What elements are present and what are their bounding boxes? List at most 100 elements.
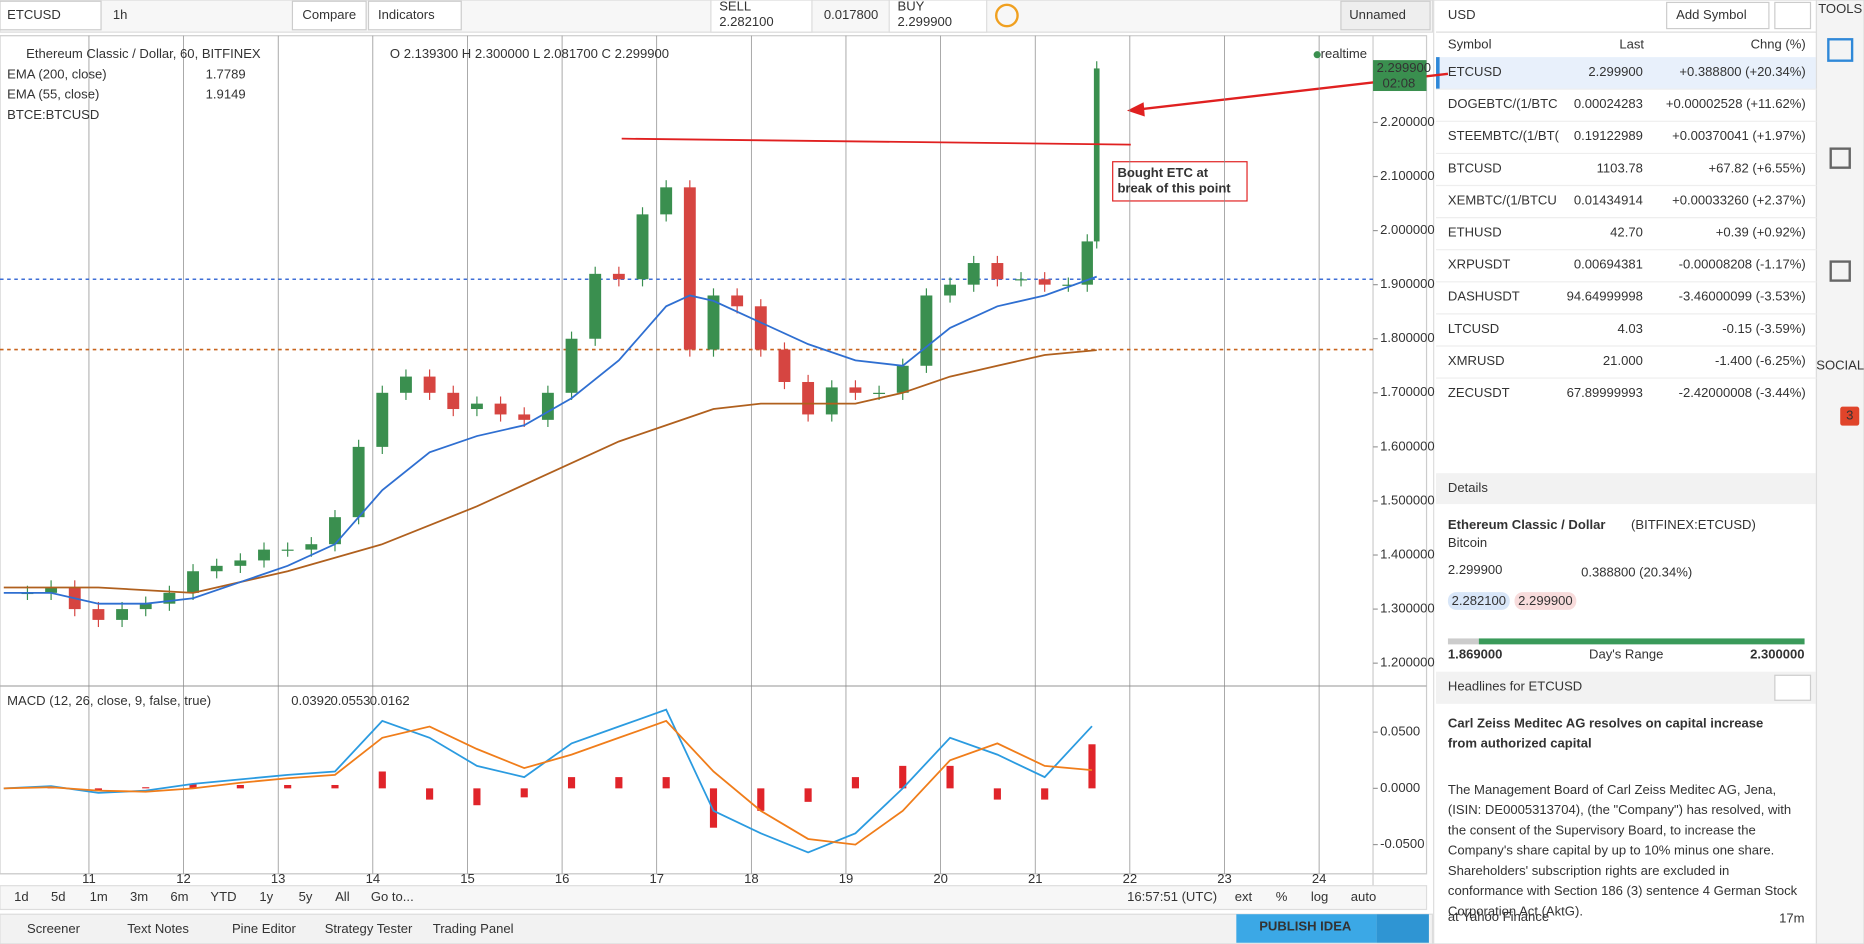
layout-box[interactable] [1340,0,1431,31]
bottom-tab[interactable]: Text Notes [127,921,189,936]
publish-label[interactable]: PUBLISH IDEA [1259,919,1352,934]
range-button[interactable]: 5d [51,889,66,904]
details-header [1436,473,1817,505]
candle-body [849,387,862,393]
annotation: break of this point [1117,181,1231,196]
badge-count: 3 [1846,408,1853,423]
x-tick-label: 15 [460,871,475,886]
candle-body [1081,241,1093,285]
y-tick-label: 1.200000 [1380,655,1434,670]
symbol-cell: ETHUSD [1448,225,1502,240]
axis-option[interactable]: log [1311,889,1328,904]
bottom-bar [0,913,1434,944]
last-cell: 67.89999993 [1567,385,1643,400]
details-title: Ethereum Classic / Dollar [1448,517,1606,532]
x-tick-label: 12 [176,871,191,886]
change-cell: -0.00008208 (-1.17%) [1679,257,1806,272]
compare-button[interactable] [291,0,367,31]
y-tick-label: 2.000000 [1380,222,1434,237]
headline-title[interactable]: Carl Zeiss Meditec AG resolves on capita… [1448,715,1763,730]
headline-title[interactable]: from authorized capital [1448,736,1592,751]
range-button[interactable]: Go to... [371,889,414,904]
last-cell: 4.03 [1617,321,1642,336]
candle-body [210,565,223,572]
range-bar [1478,638,1805,645]
sidebar-label: SOCIAL [1816,358,1864,373]
range-button[interactable]: 1y [259,889,273,904]
bottom-tab[interactable]: Trading Panel [433,921,514,936]
headlines-menu[interactable] [1774,674,1812,701]
histogram-bar [899,765,907,789]
column-header: Symbol [1448,37,1492,52]
headlines-header [1436,671,1817,704]
candle-body [305,544,318,550]
line [3,275,1098,605]
last-cell: 0.00694381 [1574,257,1643,272]
candle-body [139,603,152,610]
details-bid: 2.282100 [1452,593,1506,608]
candle-body [873,392,886,394]
publish-button[interactable] [1236,914,1377,943]
calendar-icon[interactable] [1829,260,1851,282]
candle-body [991,263,1004,280]
axis-option[interactable]: % [1276,889,1288,904]
range-button[interactable]: 1d [14,889,29,904]
y-tick-label: 0.0000 [1380,780,1420,795]
column-header: Chng (%) [1751,37,1806,52]
headline-body: (ISIN: DE0005313704), (the "Company") ha… [1448,802,1791,817]
search-box[interactable] [1666,1,1770,30]
axis-option[interactable]: auto [1351,889,1376,904]
info-icon[interactable] [995,3,1019,28]
buy-box[interactable] [888,0,988,33]
candle-body [896,365,909,393]
histogram-bar [473,788,481,806]
y-tick-label: 2.100000 [1380,168,1434,183]
candle-body [1093,68,1100,242]
publish-menu[interactable] [1376,914,1429,943]
list-menu[interactable] [1774,1,1812,30]
news-icon[interactable] [1829,147,1851,169]
indicators-button[interactable] [367,0,462,31]
legend-value: 1.9149 [206,87,246,102]
range-button[interactable]: All [335,889,350,904]
symbol-cell: ZECUSDT [1448,385,1510,400]
histogram-bar [236,784,244,789]
range-button[interactable]: 6m [170,889,188,904]
candle-body [565,338,578,393]
watchlist-icon[interactable] [1827,38,1854,62]
x-tick-label: 11 [82,871,96,886]
range-button[interactable]: 1m [90,889,108,904]
axis-option[interactable]: ext [1235,889,1253,904]
candle-body [447,392,460,410]
x-tick-label: 21 [1028,871,1043,886]
range-button[interactable]: 5y [299,889,313,904]
ohlc: O 2.139300 H 2.300000 L 2.081700 C 2.299… [390,46,669,61]
bottom-tab[interactable]: Screener [27,921,81,936]
bottom-tab[interactable]: Strategy Tester [325,921,413,936]
candle-body [423,376,436,393]
symbol-cell: XEMBTC/(1/BTCU [1448,192,1557,207]
legend-value: 0.0162 [370,693,410,708]
symbol-cell: LTCUSD [1448,321,1499,336]
symbol-box[interactable] [0,0,102,31]
y-tick-label: 2.200000 [1380,114,1434,129]
arrow-head [1126,102,1145,117]
histogram-bar [946,765,954,789]
headline-source: at Yahoo Finance [1448,909,1549,924]
sidebar [1815,0,1864,944]
x-tick-label: 13 [271,871,286,886]
candle-body [329,517,341,545]
range-button[interactable]: YTD [210,889,236,904]
change-cell: -1.400 (-6.25%) [1715,353,1806,368]
selected-row[interactable] [1436,57,1817,90]
range-button[interactable]: 3m [130,889,148,904]
bottom-tab[interactable]: Pine Editor [232,921,297,936]
candle-body [163,592,176,604]
candle-body [116,609,129,620]
indicators: Indicators [378,7,435,22]
headline-body: Corporation Act (AktG). [1448,903,1583,918]
sell-box[interactable] [710,0,813,33]
change-cell: -0.15 (-3.59%) [1722,321,1806,336]
